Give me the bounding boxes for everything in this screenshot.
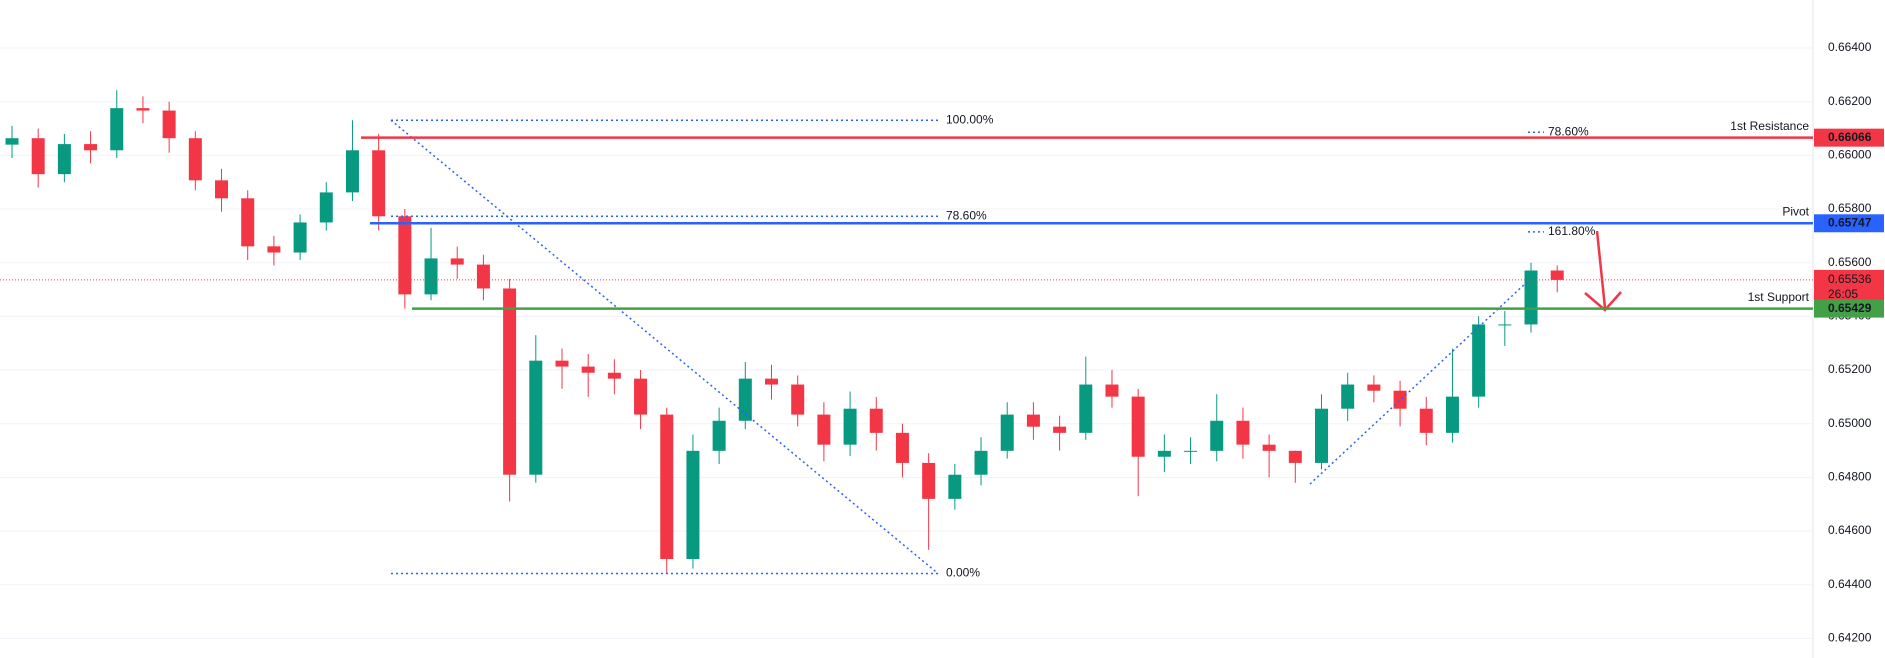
overlay: 100.00% 78.60% 0.00% 78.60% 161.80% 1st Resis… (0, 112, 1813, 580)
level-name: Pivot (1782, 204, 1809, 218)
fib-label: 100.00% (946, 112, 994, 126)
candle-body (345, 150, 359, 193)
candle-body (686, 450, 700, 559)
candle-body (1000, 414, 1014, 451)
candle-body (476, 264, 490, 289)
candle-body (791, 384, 805, 415)
current-price-badge (1814, 269, 1884, 304)
candle-body (372, 150, 386, 217)
candle-body (895, 432, 909, 463)
fib-trend (390, 119, 939, 575)
candle-body (922, 462, 936, 499)
candle-body (712, 420, 726, 451)
candle-body (1053, 426, 1067, 433)
candle-body (241, 198, 255, 247)
y-tick-label: 0.65000 (1828, 416, 1872, 430)
candle-body (1210, 420, 1224, 451)
candle-body (1288, 450, 1302, 463)
level-name: 1st Support (1748, 290, 1810, 304)
candle-body (136, 108, 150, 111)
candle-body (1315, 408, 1328, 463)
candle-body (1262, 444, 1276, 451)
candle-body (555, 360, 569, 367)
candle-body (188, 138, 202, 181)
candle-body (267, 246, 281, 253)
fib-extension-label: 78.60% (1548, 124, 1589, 138)
y-tick-label: 0.66200 (1828, 94, 1872, 108)
candle-body (1105, 384, 1119, 397)
candle-body (398, 216, 412, 295)
level-badge (1814, 214, 1884, 233)
candle-body (1550, 270, 1564, 280)
candle-body (1367, 384, 1381, 391)
y-tick-label: 0.64400 (1828, 577, 1872, 591)
candle-body (293, 222, 307, 253)
candle-body (319, 192, 333, 223)
y-tick-label: 0.64200 (1828, 631, 1872, 645)
candle-body (110, 108, 124, 151)
fib-label: 0.00% (946, 566, 980, 580)
price-axis: 0.64200 0.64400 0.64600 0.64800 0.65000 0.652… (1814, 40, 1884, 645)
candle-body (503, 288, 517, 475)
candle-body (1026, 414, 1040, 427)
grid (0, 47, 1813, 639)
arrow-head (1584, 291, 1622, 312)
fib-label: 78.60% (946, 208, 987, 222)
candle-body (1131, 396, 1145, 457)
level-price-label: 0.66066 (1828, 130, 1872, 144)
level-badge (1814, 299, 1884, 318)
candle-body (1184, 450, 1198, 452)
candle-body (843, 408, 857, 445)
candle-body (948, 474, 962, 499)
candle-body (5, 138, 19, 145)
candle-body (215, 180, 229, 199)
countdown-label: 26:05 (1828, 287, 1858, 301)
candle-body (607, 372, 621, 379)
candle-body (1445, 396, 1459, 433)
candle-body (1079, 384, 1093, 433)
level-price-label: 0.65747 (1828, 215, 1872, 229)
candle-body (1472, 324, 1486, 397)
candle-body (634, 378, 648, 415)
candle-body (581, 366, 595, 373)
candle-body (31, 138, 45, 175)
level-price-label: 0.65429 (1828, 301, 1872, 315)
candle-body (817, 414, 831, 445)
candle-body (84, 144, 98, 151)
y-tick-label: 0.66000 (1828, 148, 1872, 162)
candle-body (1393, 390, 1407, 409)
candle-body (1157, 450, 1171, 457)
candle-body (57, 144, 71, 175)
candle-body (529, 360, 543, 475)
arrow-shaft (1595, 230, 1607, 309)
candle-body (974, 450, 988, 475)
candle-body (162, 110, 176, 139)
candle-body (1524, 270, 1538, 325)
y-tick-label: 0.65200 (1828, 362, 1872, 376)
candle-body (660, 414, 674, 559)
y-tick-label: 0.64600 (1828, 523, 1872, 537)
current-price-label: 0.65536 (1828, 272, 1872, 286)
fib-extension-label: 161.80% (1548, 224, 1596, 238)
candle-body (450, 258, 464, 265)
candle-body (765, 378, 779, 385)
candle-body (869, 408, 883, 433)
plot (5, 90, 1564, 574)
candle-body (1498, 324, 1512, 326)
candle-body (1341, 384, 1355, 409)
candle-body (424, 258, 438, 295)
y-tick-label: 0.66400 (1828, 40, 1872, 54)
y-tick-label: 0.65600 (1828, 255, 1872, 269)
candle-body (1419, 408, 1433, 433)
level-badge (1814, 128, 1884, 147)
level-name: 1st Resistance (1730, 119, 1809, 133)
y-tick-label: 0.64800 (1828, 470, 1872, 484)
candle-body (1236, 420, 1250, 445)
y-tick-label: 0.65800 (1828, 201, 1872, 215)
